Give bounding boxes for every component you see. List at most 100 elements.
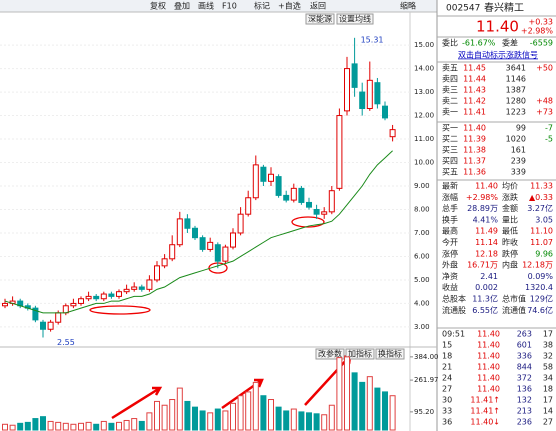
stat-label: 总手 [442,203,458,213]
toolbar-button[interactable]: +自选 [278,1,301,11]
candle-body [32,307,39,321]
book-volume: 3641 [506,64,526,73]
volume-bar [260,395,267,431]
candle-body [85,295,92,300]
volume-bar [161,404,168,431]
button-frame [345,348,375,360]
volume-bar [298,411,305,431]
pane-button[interactable]: 改参数 [318,349,342,359]
candle-body [283,194,290,201]
toolbar-button[interactable]: 返回 [310,2,326,11]
stat-label: 涨跌 [502,192,518,202]
volume-bar [108,422,115,431]
value: -6559 [530,39,553,48]
y-tick-label: 6.00 [414,252,430,260]
book-label: 卖五 [442,64,458,73]
y2-tick-label: 95.20 [414,408,434,416]
tick-time: 33 [442,407,452,416]
stat-value: 4.41% [473,215,499,224]
volume-bar [199,410,206,431]
toolbar-button[interactable]: 标记 [254,1,270,11]
volume-bar [192,406,198,431]
candle-body [222,246,229,262]
stock-name: 春兴精工 [484,1,524,14]
book-label: 卖四 [442,75,458,84]
volume-bar [237,395,244,431]
book-change: +50 [536,64,553,73]
candle-body [245,197,252,215]
stat-value: 28.89万 [467,204,498,213]
stat-value: +2.98% [466,193,499,202]
annotation: 15.31 [361,35,384,44]
pane-button[interactable]: 换指标 [378,349,402,359]
tick-time: 18 [442,352,452,361]
volume-bar [268,399,274,431]
volume-bar [123,419,130,431]
stat-value: 9.96 [535,249,553,258]
candle-body [214,244,221,262]
arrow [111,386,163,420]
volume-bar [40,416,46,431]
tick-time: 36 [442,418,452,427]
book-label: 买二 [442,135,458,144]
candle-body [108,293,115,297]
volume-bar [328,404,335,431]
volume-bar [169,399,176,431]
button-frame [305,13,335,25]
volume-bar [252,381,259,431]
tick-volume: 601 [517,341,532,350]
tick-count: 34 [543,374,553,383]
volume-bar [2,423,8,431]
toolbar-button[interactable]: 叠加 [174,1,190,11]
book-label: 买三 [442,146,458,155]
candle-body [192,227,198,239]
toolbar-button[interactable]: 画线 [198,1,214,11]
stat-value: 12.18万 [522,261,553,270]
tick-time: 21 [442,363,452,372]
stat-label: 换手 [442,214,458,224]
tick-volume: 263 [517,330,532,339]
button-frame [336,13,374,25]
volume-bar [184,400,191,431]
book-price: 11.39 [463,135,486,144]
price-change: +0.33 [528,18,553,27]
tick-price: 11.40 [477,330,500,339]
toolbar-button[interactable]: 缩略 [400,1,416,11]
stat-value: 12.18 [475,249,498,258]
candle-body [169,244,176,260]
y-tick-label: 15.00 [414,41,434,49]
toolbar-button[interactable]: F10 [222,2,237,11]
candle-body [366,79,373,110]
candle-body [336,115,343,189]
volume-bar [55,421,62,431]
volume-bar [32,418,39,431]
sub-button[interactable]: 设置均线 [339,14,371,24]
tick-time: 24 [442,374,452,383]
volume-bar [176,387,183,431]
book-label: 买一 [442,124,458,133]
toolbar-button[interactable]: 复权 [150,1,166,11]
candle-body [47,321,54,330]
stat-value: 3.27亿 [527,203,553,213]
sub-button[interactable]: 深能源 [308,14,332,24]
volume-bar [154,400,160,431]
book-label: 买四 [442,157,458,166]
candle-body [290,187,297,201]
stat-value: 0.002 [475,283,498,292]
book-price: 11.42 [463,97,486,106]
book-price: 11.44 [463,75,486,84]
tick-price: 11.40↓ [470,418,500,427]
candle-body [351,63,358,88]
volume-bar [78,422,84,431]
book-change: -5 [545,135,553,144]
volume-bar [245,391,252,431]
candle-body [184,218,191,229]
volume-bar [85,421,92,431]
pane-button[interactable]: 加指标 [348,349,372,359]
candle-body [138,286,145,290]
tick-price: 11.40 [477,374,500,383]
book-volume: 1146 [506,75,526,84]
stat-value: 129亿 [530,294,553,304]
y-tick-label: 14.00 [414,65,434,73]
book-volume: 1223 [506,108,526,117]
